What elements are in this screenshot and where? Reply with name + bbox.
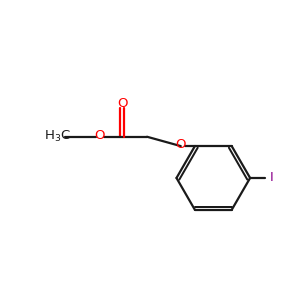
Text: H$_3$C: H$_3$C xyxy=(44,129,71,144)
Text: O: O xyxy=(176,138,186,151)
Text: O: O xyxy=(95,129,105,142)
Text: I: I xyxy=(270,172,274,184)
Text: O: O xyxy=(117,97,127,110)
